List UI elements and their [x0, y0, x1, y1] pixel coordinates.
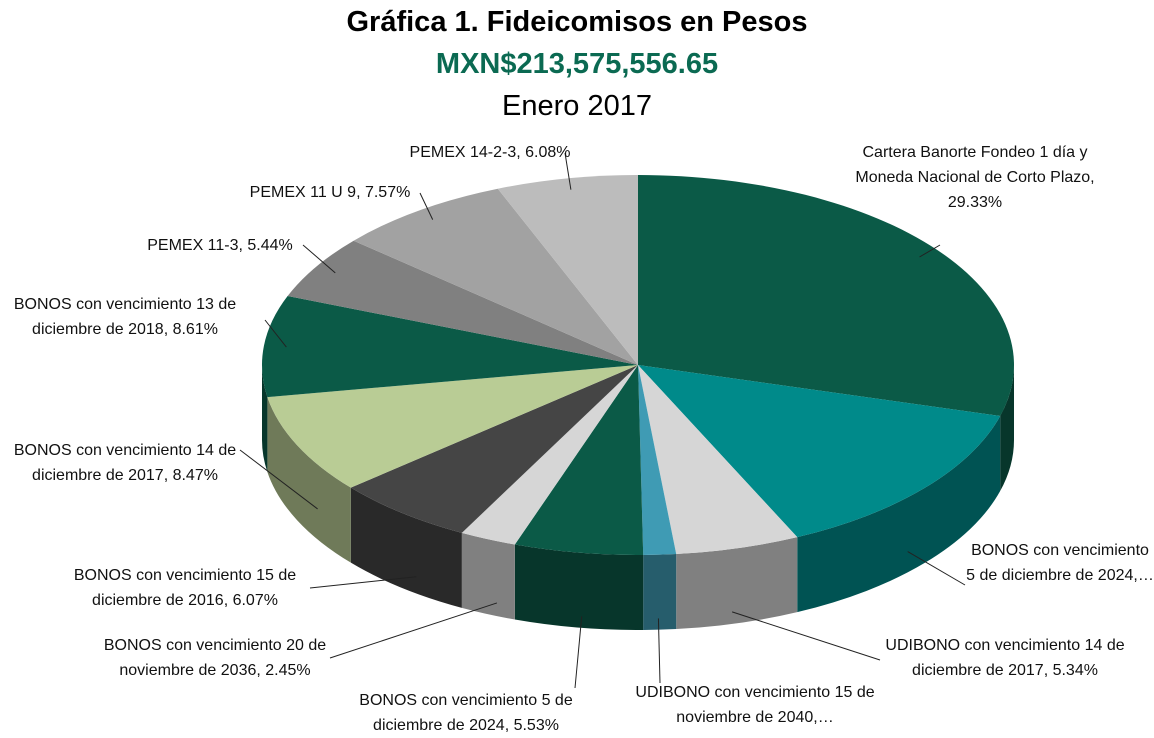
slice	[461, 365, 638, 545]
slice-side	[1000, 365, 1014, 492]
chart-period: Enero 2017	[502, 90, 652, 122]
slice	[638, 175, 1014, 417]
slice-label: BONOS con vencimiento 13 de diciembre de…	[13, 296, 237, 338]
leader-line	[264, 319, 287, 348]
slice-label: BONOS con vencimiento 5 de diciembre de …	[966, 542, 1154, 584]
leader-line	[919, 244, 941, 258]
slice-side	[262, 365, 268, 473]
slice	[514, 365, 644, 556]
leader-line	[239, 449, 318, 510]
leader-line	[574, 616, 583, 689]
leader-line	[907, 551, 966, 586]
slice	[287, 240, 638, 365]
slice	[497, 175, 638, 365]
slice	[353, 188, 638, 365]
leader-line	[657, 618, 661, 684]
leader-line	[309, 576, 417, 589]
slice-side	[350, 487, 462, 608]
leader-line	[731, 611, 881, 661]
slice-label: PEMEX 11-3, 5.44%	[147, 237, 293, 254]
slice-label: PEMEX 14-2-3, 6.08%	[409, 144, 571, 161]
slice-label: BONOS con vencimiento 14 de diciembre de…	[13, 442, 237, 484]
leader-line	[329, 602, 498, 659]
slice	[638, 365, 1001, 538]
slice-side	[643, 554, 677, 630]
slice	[638, 365, 677, 555]
slice	[262, 296, 638, 398]
chart-subtitle: MXN$213,575,556.65	[435, 48, 719, 80]
leader-line	[564, 152, 572, 190]
slice-label: UDIBONO con vencimiento 14 de diciembre …	[885, 637, 1125, 679]
slice-label: BONOS con vencimiento 20 de noviembre de…	[103, 637, 327, 679]
slice-label: BONOS con vencimiento 15 de diciembre de…	[73, 567, 297, 609]
slice	[350, 365, 638, 533]
slice-side	[676, 537, 798, 630]
chart-title: Gráfica 1. Fideicomisos en Pesos	[346, 6, 808, 38]
leader-line	[419, 192, 434, 220]
slice	[638, 365, 798, 555]
slice-label: Cartera Banorte Fondeo 1 día y Moneda Na…	[855, 144, 1095, 211]
slice-label: BONOS con vencimiento 5 de diciembre de …	[359, 692, 573, 734]
slice-side	[514, 544, 644, 630]
slice-side	[267, 397, 351, 563]
leader-line	[302, 244, 336, 274]
slice-label: PEMEX 11 U 9, 7.57%	[249, 184, 411, 201]
slice-side	[797, 416, 1001, 613]
slice	[267, 365, 638, 488]
slice-side	[461, 532, 515, 620]
slice-label: UDIBONO con vencimiento 15 de noviembre …	[635, 684, 875, 726]
